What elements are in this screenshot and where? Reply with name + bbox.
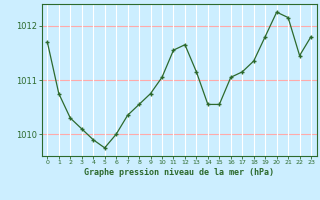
X-axis label: Graphe pression niveau de la mer (hPa): Graphe pression niveau de la mer (hPa) [84, 168, 274, 177]
